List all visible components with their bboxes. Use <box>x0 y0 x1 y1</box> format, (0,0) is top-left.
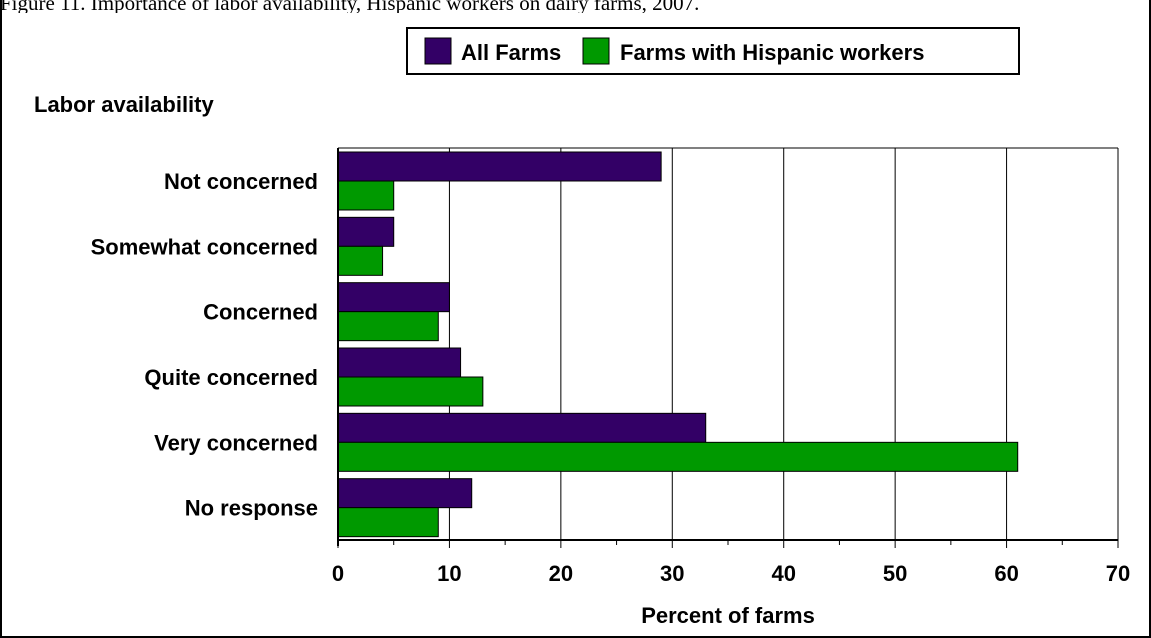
chart-title: Labor availability <box>34 92 214 117</box>
x-axis-label: Percent of farms <box>641 603 815 628</box>
category-label: Not concerned <box>164 169 318 194</box>
x-tick-label: 50 <box>883 561 907 586</box>
gridlines <box>448 148 1119 540</box>
x-tick-label: 70 <box>1106 561 1130 586</box>
legend: All Farms Farms with Hispanic workers <box>406 27 1020 75</box>
x-tick-label: 60 <box>994 561 1018 586</box>
bar-all-farms <box>337 347 462 378</box>
x-tick-label: 20 <box>549 561 573 586</box>
category-label: No response <box>185 496 318 521</box>
bar-hispanic <box>337 507 439 538</box>
bar-hispanic <box>337 245 384 276</box>
x-tick-labels: 0 10 20 30 40 50 60 70 <box>332 561 1130 586</box>
axes <box>337 147 1119 548</box>
figure-caption: Figure 11. Importance of labor availabil… <box>0 0 700 13</box>
legend-box <box>406 27 1020 75</box>
x-tick-label: 40 <box>771 561 795 586</box>
bar-hispanic <box>337 311 439 342</box>
bar-all-farms <box>337 216 395 247</box>
x-tick-label: 0 <box>332 561 344 586</box>
category-label: Somewhat concerned <box>91 234 318 259</box>
bar-hispanic <box>337 180 395 211</box>
bar-all-farms <box>337 151 662 182</box>
legend-label-all-farms: All Farms <box>461 40 561 65</box>
legend-label-hispanic: Farms with Hispanic workers <box>620 40 924 65</box>
bar-all-farms <box>337 412 707 443</box>
bar-all-farms <box>337 478 473 509</box>
category-label: Quite concerned <box>144 365 318 390</box>
legend-swatch-hispanic <box>582 37 610 65</box>
x-tick-label: 30 <box>660 561 684 586</box>
category-label: Concerned <box>203 300 318 325</box>
category-labels: Not concerned Somewhat concerned Concerned… <box>91 169 318 521</box>
bars <box>337 151 1019 538</box>
bar-hispanic <box>337 441 1019 472</box>
category-label: Very concerned <box>154 430 318 455</box>
bar-all-farms <box>337 282 450 313</box>
legend-swatch-all-farms <box>424 37 452 65</box>
bar-hispanic <box>337 376 484 407</box>
x-tick-label: 10 <box>437 561 461 586</box>
